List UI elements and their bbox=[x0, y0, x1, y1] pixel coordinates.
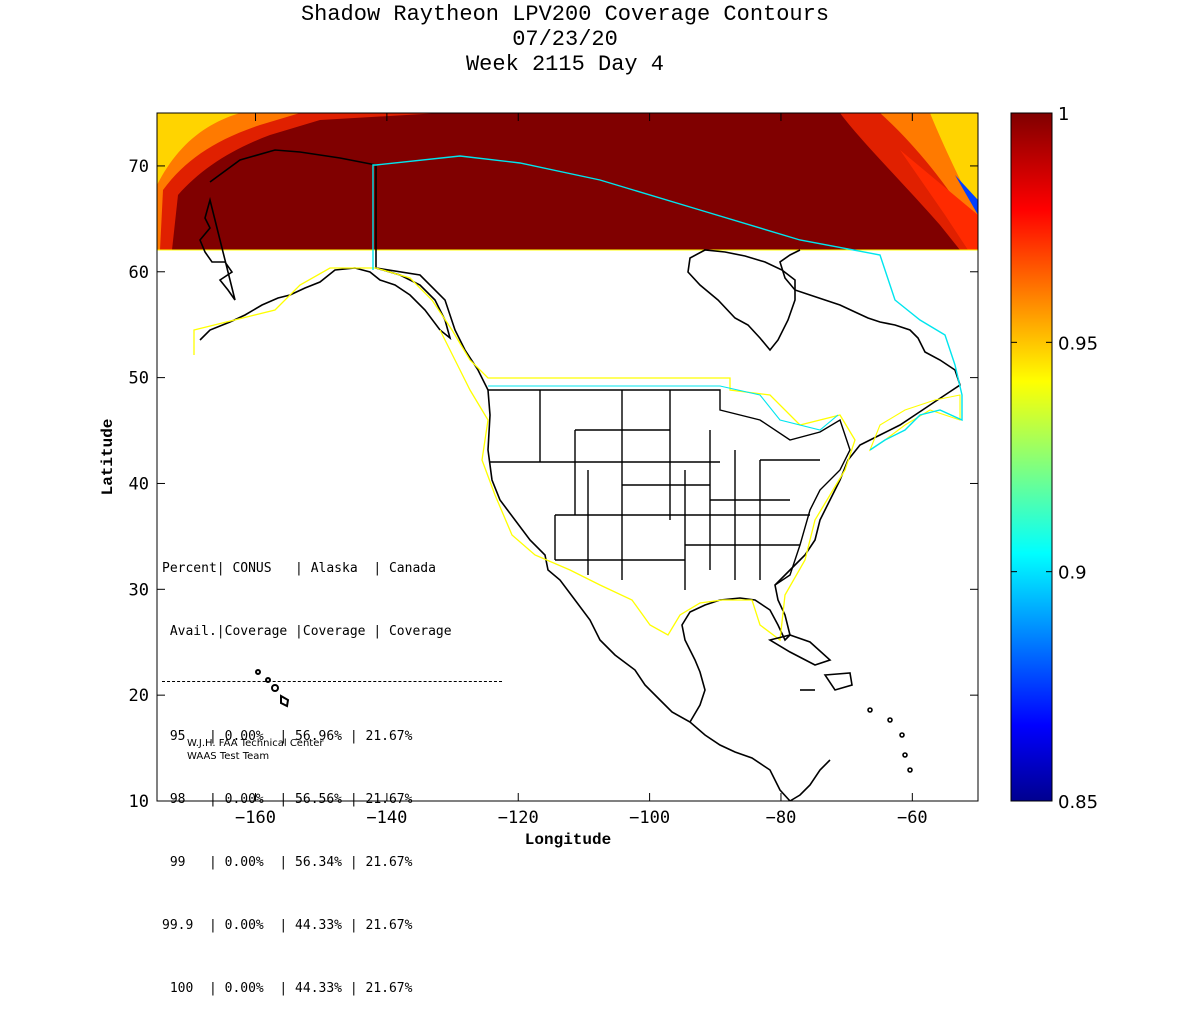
table-row: 100 | 0.00% | 44.33% | 21.67% bbox=[162, 981, 413, 996]
table-row: 99.9 | 0.00% | 44.33% | 21.67% bbox=[162, 918, 413, 933]
plot-frame bbox=[156, 112, 979, 802]
maritime-boundary bbox=[868, 394, 961, 452]
colorbar-tick-label: 0.85 bbox=[1058, 792, 1098, 813]
y-tick-label: 30 bbox=[129, 580, 149, 600]
colorbar-tick-label: 0.95 bbox=[1058, 333, 1098, 354]
hudson-bay-outline bbox=[687, 249, 796, 352]
alaska-outline bbox=[199, 149, 452, 341]
us-canada-boundary bbox=[488, 385, 839, 431]
chart-date: 07/23/20 bbox=[512, 27, 618, 52]
chart-title: Shadow Raytheon LPV200 Coverage Contours bbox=[300, 2, 830, 27]
credit-line-1: W.J.H. FAA Technical Center bbox=[187, 738, 324, 749]
x-tick-labels: −160 −140 −120 −100 −80 −60 bbox=[235, 808, 928, 828]
caribbean-islands bbox=[767, 634, 913, 773]
y-tick-labels: 10 20 30 40 50 60 70 bbox=[129, 157, 149, 812]
credit-line-2: WAAS Test Team bbox=[187, 751, 270, 762]
us-states bbox=[488, 389, 851, 590]
colorbar-ticks: 1 0.95 0.9 0.85 bbox=[1011, 104, 1098, 813]
table-header-1: Percent| CONUS | Alaska | Canada bbox=[162, 561, 436, 576]
y-tick-label: 40 bbox=[129, 474, 149, 494]
x-tick-label: −80 bbox=[766, 808, 797, 828]
coverage-table: Percent| CONUS | Alaska | Canada Avail.|… bbox=[162, 516, 502, 1020]
table-row: 99 | 0.00% | 56.34% | 21.67% bbox=[162, 855, 413, 870]
north-america-outline bbox=[375, 249, 961, 802]
y-tick-label: 50 bbox=[129, 369, 149, 389]
x-tick-label: −140 bbox=[366, 808, 407, 828]
y-tick-label: 60 bbox=[129, 263, 149, 283]
y-tick-label: 70 bbox=[129, 157, 149, 177]
table-header-2: Avail.|Coverage |Coverage | Coverage bbox=[162, 624, 452, 639]
chart-week-day: Week 2115 Day 4 bbox=[465, 52, 665, 77]
colorbar-tick-label: 1 bbox=[1058, 104, 1069, 125]
colorbar bbox=[1010, 112, 1053, 802]
x-tick-label: −100 bbox=[629, 808, 670, 828]
lpv-service-boundary bbox=[193, 267, 856, 642]
x-tick-label: −120 bbox=[498, 808, 539, 828]
y-tick-label: 10 bbox=[129, 792, 149, 812]
table-row: 95 | 0.00% | 56.96% | 21.67% bbox=[162, 729, 413, 744]
x-axis-label: Longitude bbox=[525, 831, 611, 849]
coverage-region bbox=[157, 113, 978, 262]
x-tick-label: −160 bbox=[235, 808, 276, 828]
table-divider bbox=[162, 681, 502, 684]
coverage-map: −160 −140 −120 −100 −80 −60 10 20 30 40 50 60 70 Lo… bbox=[99, 104, 1098, 849]
axis-ticks bbox=[157, 113, 978, 802]
hawaii-islands bbox=[255, 669, 290, 708]
x-tick-label: −60 bbox=[897, 808, 928, 828]
colorbar-tick-label: 0.9 bbox=[1058, 563, 1087, 584]
y-axis-label: Latitude bbox=[99, 419, 117, 496]
y-tick-label: 20 bbox=[129, 686, 149, 706]
canada-boundary bbox=[372, 155, 963, 451]
table-row: 98 | 0.00% | 56.56% | 21.67% bbox=[162, 792, 413, 807]
